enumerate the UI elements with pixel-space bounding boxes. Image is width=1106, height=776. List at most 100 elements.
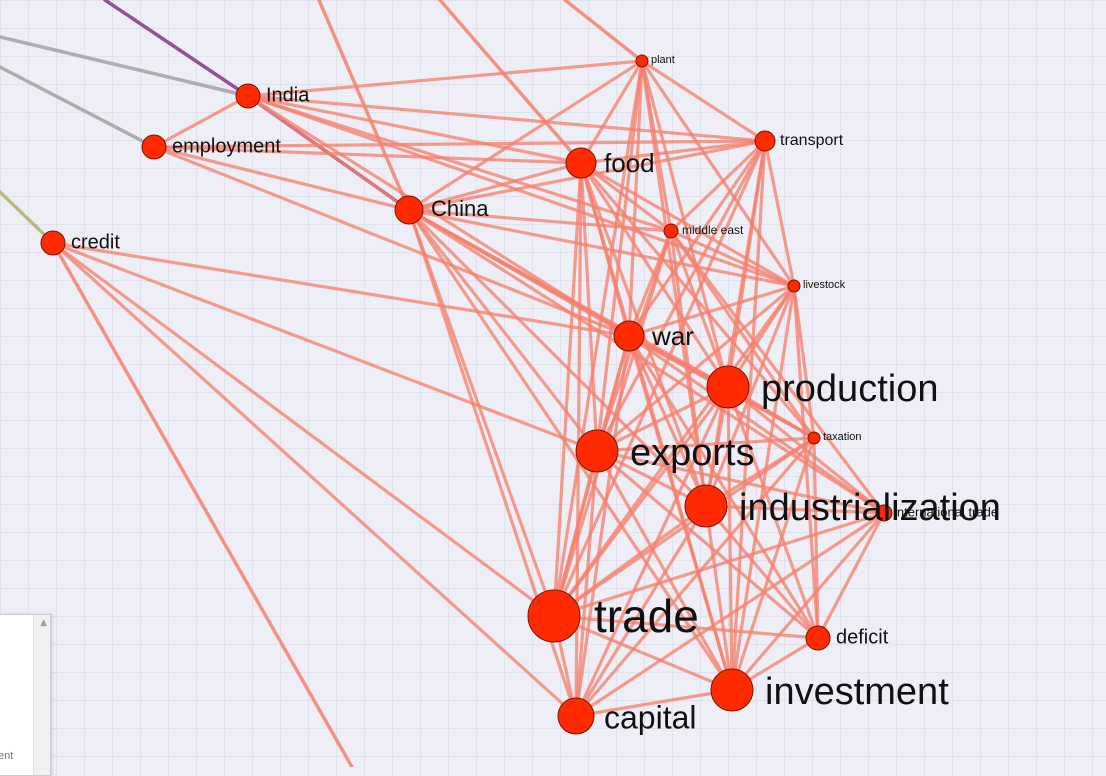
edge-taxation-exports xyxy=(595,436,816,453)
edge-india-plant xyxy=(246,59,644,98)
node-label-plant: plant xyxy=(651,54,675,66)
node-production[interactable] xyxy=(706,365,750,409)
edge-plant-food xyxy=(579,59,644,165)
edge-trade-deficit xyxy=(552,614,820,640)
edge-production-deficit xyxy=(726,385,820,640)
node-label-trade: trade xyxy=(594,590,699,642)
edge-plant-livestock xyxy=(640,59,796,288)
edge-china-trade xyxy=(407,208,556,618)
node-trade[interactable] xyxy=(527,589,581,643)
edge-production-international-trade xyxy=(726,385,886,515)
edge-livestock-industrialization xyxy=(704,284,796,508)
node-label-china: China xyxy=(431,196,489,221)
edge-transport-war xyxy=(627,139,767,338)
edge-exports-deficit xyxy=(595,449,820,640)
edge-industrialization-trade xyxy=(552,504,708,618)
edge-middle-east-production xyxy=(669,229,730,389)
edge-china-food xyxy=(407,161,583,212)
panel-scrollbar[interactable]: ▲ xyxy=(33,615,50,775)
edge-india-middle-east xyxy=(246,94,673,233)
side-panel[interactable]: ▲ ent xyxy=(0,614,51,776)
external-edge-food xyxy=(438,0,583,165)
edge-credit-capital xyxy=(51,241,578,718)
node-credit[interactable] xyxy=(40,230,66,256)
node-transport[interactable] xyxy=(754,130,776,152)
edge-taxation-capital xyxy=(574,436,816,718)
edge-plant-transport xyxy=(640,59,767,143)
edge-international-trade-investment xyxy=(730,511,886,692)
node-food[interactable] xyxy=(565,147,597,179)
edge-middle-east-trade xyxy=(552,229,673,618)
edge-plant-war xyxy=(627,59,644,338)
edge-plant-trade xyxy=(552,59,644,618)
external-edge-employment xyxy=(0,65,156,149)
edge-industrialization-investment xyxy=(704,504,734,692)
node-employment[interactable] xyxy=(141,134,167,160)
node-international-trade[interactable] xyxy=(875,504,893,522)
edge-transport-middle-east xyxy=(669,139,767,233)
node-deficit[interactable] xyxy=(805,625,831,651)
edge-food-exports xyxy=(579,161,599,453)
scroll-up-arrow-icon[interactable]: ▲ xyxy=(40,618,47,628)
node-china[interactable] xyxy=(394,195,424,225)
edge-employment-china xyxy=(152,145,411,212)
external-edge-credit xyxy=(51,241,354,767)
node-label-investment: investment xyxy=(765,671,949,713)
edge-trade-investment xyxy=(552,614,734,692)
node-label-deficit: deficit xyxy=(836,626,889,648)
edge-transport-livestock xyxy=(763,139,796,288)
edge-war-industrialization xyxy=(627,334,708,508)
node-plant[interactable] xyxy=(635,54,649,68)
edge-india-transport xyxy=(246,94,767,143)
panel-partial-text: ent xyxy=(0,750,14,762)
edge-middle-east-taxation xyxy=(669,229,816,440)
node-label-industrialization: industrialization xyxy=(739,487,1001,529)
edge-war-international-trade xyxy=(627,334,886,515)
node-investment[interactable] xyxy=(710,668,754,712)
node-label-production: production xyxy=(761,368,938,410)
node-label-taxation: taxation xyxy=(823,431,862,443)
node-exports[interactable] xyxy=(575,429,619,473)
node-livestock[interactable] xyxy=(787,279,801,293)
edge-livestock-war xyxy=(627,284,796,338)
edge-industrialization-capital xyxy=(574,504,708,718)
node-label-food: food xyxy=(604,148,655,178)
node-taxation[interactable] xyxy=(807,431,821,445)
edges-layer xyxy=(51,59,886,718)
edge-taxation-investment xyxy=(730,436,816,692)
node-label-india: India xyxy=(266,84,310,106)
edge-international-trade-trade xyxy=(552,511,886,618)
node-label-international-trade: international trade xyxy=(894,504,998,519)
edge-war-deficit xyxy=(627,334,820,640)
edge-food-trade xyxy=(552,161,583,618)
node-capital[interactable] xyxy=(557,697,595,735)
edge-india-employment xyxy=(152,94,250,149)
edge-middle-east-livestock xyxy=(669,229,796,288)
external-edge-india xyxy=(0,35,250,98)
edge-production-trade xyxy=(552,385,730,618)
node-industrialization[interactable] xyxy=(684,484,728,528)
nodes-layer xyxy=(40,54,893,735)
node-india[interactable] xyxy=(235,83,261,109)
edge-credit-war xyxy=(51,241,631,338)
node-middle-east[interactable] xyxy=(663,223,679,239)
node-label-capital: capital xyxy=(604,699,697,735)
edge-production-exports xyxy=(595,385,730,453)
edge-plant-exports xyxy=(595,59,644,453)
edge-exports-trade xyxy=(552,449,599,618)
edge-international-trade-deficit xyxy=(816,511,886,640)
edge-china-livestock xyxy=(407,208,796,288)
node-label-credit: credit xyxy=(71,231,120,253)
labels-layer: India employment credit China plant transport… xyxy=(71,54,1001,736)
edge-china-plant xyxy=(407,59,644,212)
edge-war-capital xyxy=(574,334,631,718)
node-label-transport: transport xyxy=(780,132,844,149)
edge-exports-international-trade xyxy=(595,449,886,515)
edge-transport-exports xyxy=(595,139,767,453)
edge-china-middle-east xyxy=(407,208,673,233)
edge-india-food xyxy=(246,94,583,165)
edge-capital-investment xyxy=(574,688,734,718)
node-war[interactable] xyxy=(613,320,645,352)
node-label-middle-east: middle east xyxy=(682,223,744,237)
